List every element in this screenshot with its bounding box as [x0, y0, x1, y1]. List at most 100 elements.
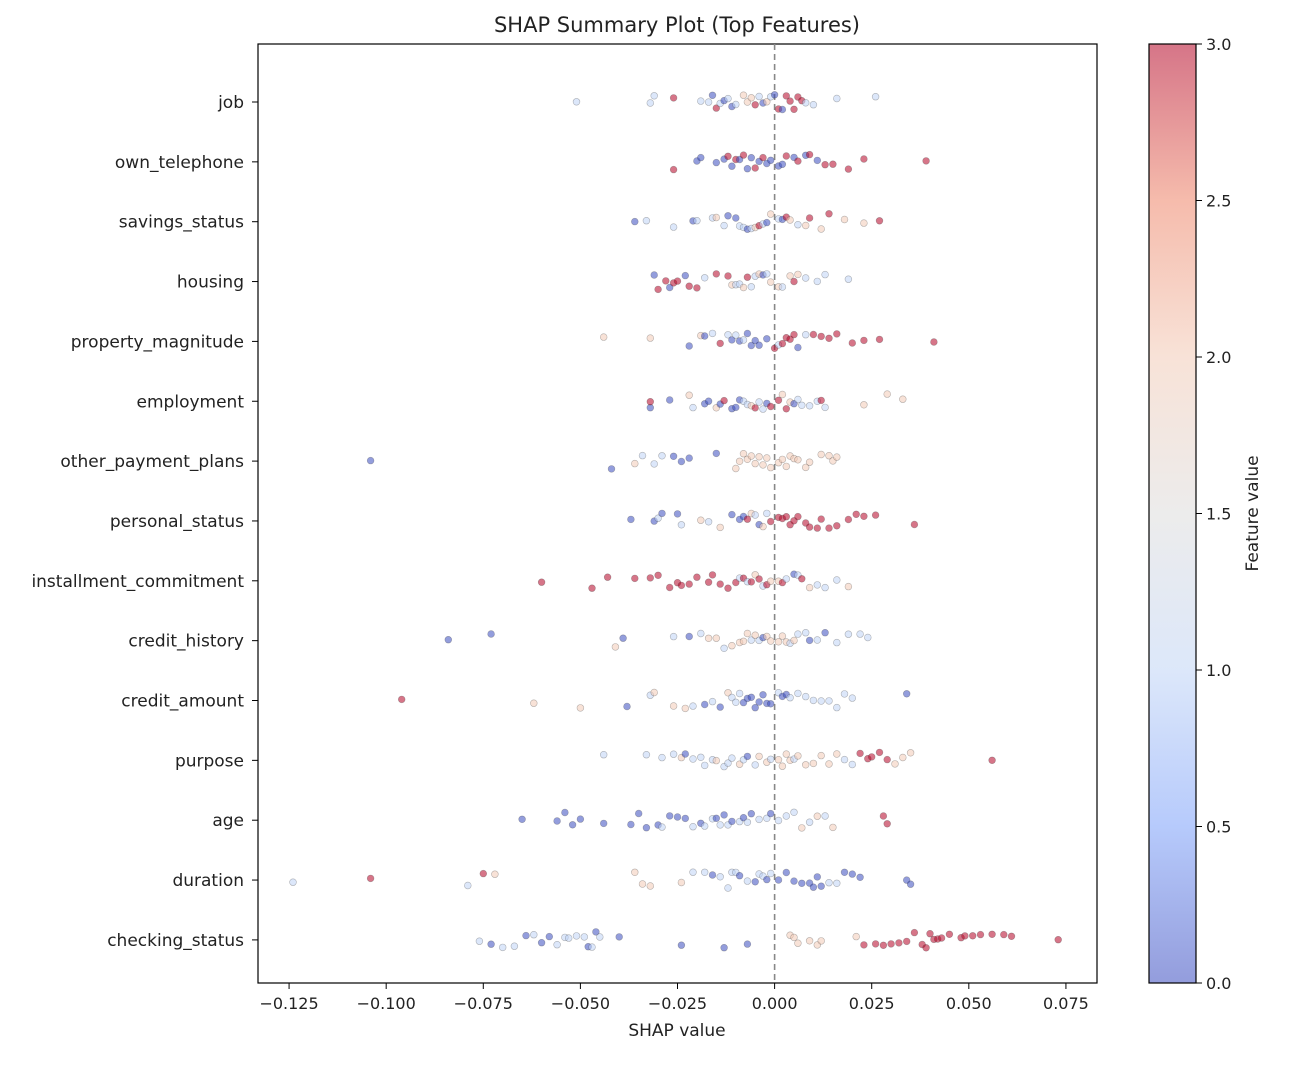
- y-tick-label: job: [217, 93, 244, 113]
- shap-point: [665, 283, 674, 292]
- shap-point: [902, 937, 911, 946]
- shap-point: [937, 934, 946, 942]
- shap-point: [673, 277, 682, 285]
- shap-point: [689, 755, 697, 763]
- colorbar-label: Feature value: [1243, 455, 1263, 571]
- shap-point: [669, 165, 678, 174]
- shap-point: [537, 578, 546, 586]
- shap-point: [766, 402, 775, 411]
- shap-point: [638, 451, 647, 460]
- shap-point: [681, 704, 689, 713]
- shap-point: [817, 332, 825, 341]
- shap-point: [669, 632, 678, 641]
- shap-point: [728, 162, 736, 170]
- y-tick-label: checking_status: [107, 931, 244, 951]
- shap-point: [732, 331, 740, 339]
- shap-point: [510, 942, 519, 950]
- shap-point: [813, 812, 821, 820]
- shap-point: [728, 510, 736, 519]
- shap-point: [825, 334, 833, 342]
- shap-point: [553, 817, 561, 825]
- shap-point: [685, 454, 693, 462]
- shap-point: [704, 634, 713, 642]
- shap-point: [755, 453, 763, 461]
- shap-point: [619, 634, 627, 642]
- shap-point: [751, 101, 759, 109]
- shap-point: [588, 943, 596, 951]
- shap-point: [809, 696, 818, 705]
- shap-point: [988, 756, 996, 764]
- shap-point: [724, 152, 732, 161]
- shap-point: [883, 755, 891, 764]
- shap-point: [910, 520, 919, 529]
- shap-point: [537, 938, 546, 947]
- shap-point: [669, 94, 678, 102]
- shap-point: [794, 630, 802, 638]
- y-tick-label: installment_commitment: [31, 572, 244, 592]
- shap-point: [751, 164, 759, 172]
- shap-point: [739, 450, 748, 458]
- y-tick-label: other_payment_plans: [60, 452, 244, 472]
- shap-point: [743, 273, 752, 281]
- shap-point: [755, 92, 763, 101]
- shap-point: [833, 703, 841, 712]
- shap-point: [732, 214, 740, 222]
- y-tick-label: housing: [177, 273, 244, 293]
- shap-point: [693, 573, 701, 581]
- shap-point: [685, 342, 693, 350]
- x-tick-label: 0.025: [849, 994, 895, 1013]
- shap-point: [809, 759, 818, 768]
- shap-point: [634, 809, 643, 818]
- shap-point: [638, 880, 647, 888]
- shap-point: [774, 876, 783, 884]
- shap-point: [708, 571, 717, 579]
- shap-point: [572, 98, 581, 106]
- shap-point: [794, 343, 802, 352]
- shap-point: [961, 932, 969, 940]
- shap-point: [724, 212, 732, 220]
- shap-point: [860, 219, 868, 227]
- shap-point: [669, 452, 678, 460]
- shap-point: [786, 97, 794, 105]
- shap-point: [751, 878, 759, 886]
- shap-point: [766, 517, 775, 526]
- shap-point: [805, 523, 814, 531]
- shap-point: [673, 813, 682, 821]
- shap-point: [654, 514, 662, 522]
- shap-point: [910, 928, 919, 937]
- shap-point: [747, 578, 755, 586]
- shap-point: [627, 820, 635, 829]
- x-axis-label: SHAP value: [628, 1021, 725, 1041]
- shap-point: [817, 450, 825, 459]
- shap-point: [685, 580, 693, 588]
- shap-point: [444, 635, 452, 644]
- shap-point: [623, 702, 631, 711]
- shap-point: [627, 515, 635, 524]
- shap-point: [728, 817, 736, 826]
- shap-point: [860, 941, 868, 949]
- shap-point: [813, 277, 821, 286]
- shap-point: [650, 688, 658, 697]
- shap-point: [712, 449, 720, 458]
- shap-point: [747, 94, 755, 102]
- shap-point: [805, 150, 814, 159]
- shap-point: [747, 341, 755, 350]
- shap-point: [840, 690, 849, 698]
- shap-point: [564, 934, 573, 942]
- shap-point: [833, 638, 841, 647]
- shap-point: [662, 277, 670, 285]
- shap-point: [658, 753, 666, 762]
- shap-point: [833, 330, 841, 338]
- shap-point: [782, 152, 790, 160]
- shap-point: [491, 870, 499, 878]
- shap-point: [790, 877, 798, 885]
- y-tick-label: purpose: [175, 751, 244, 771]
- shap-point: [592, 928, 600, 936]
- shap-point: [856, 749, 864, 758]
- shap-point: [724, 759, 732, 767]
- shap-point: [833, 750, 841, 758]
- shap-point: [747, 452, 755, 460]
- shap-point: [646, 882, 654, 890]
- shap-point: [677, 521, 686, 529]
